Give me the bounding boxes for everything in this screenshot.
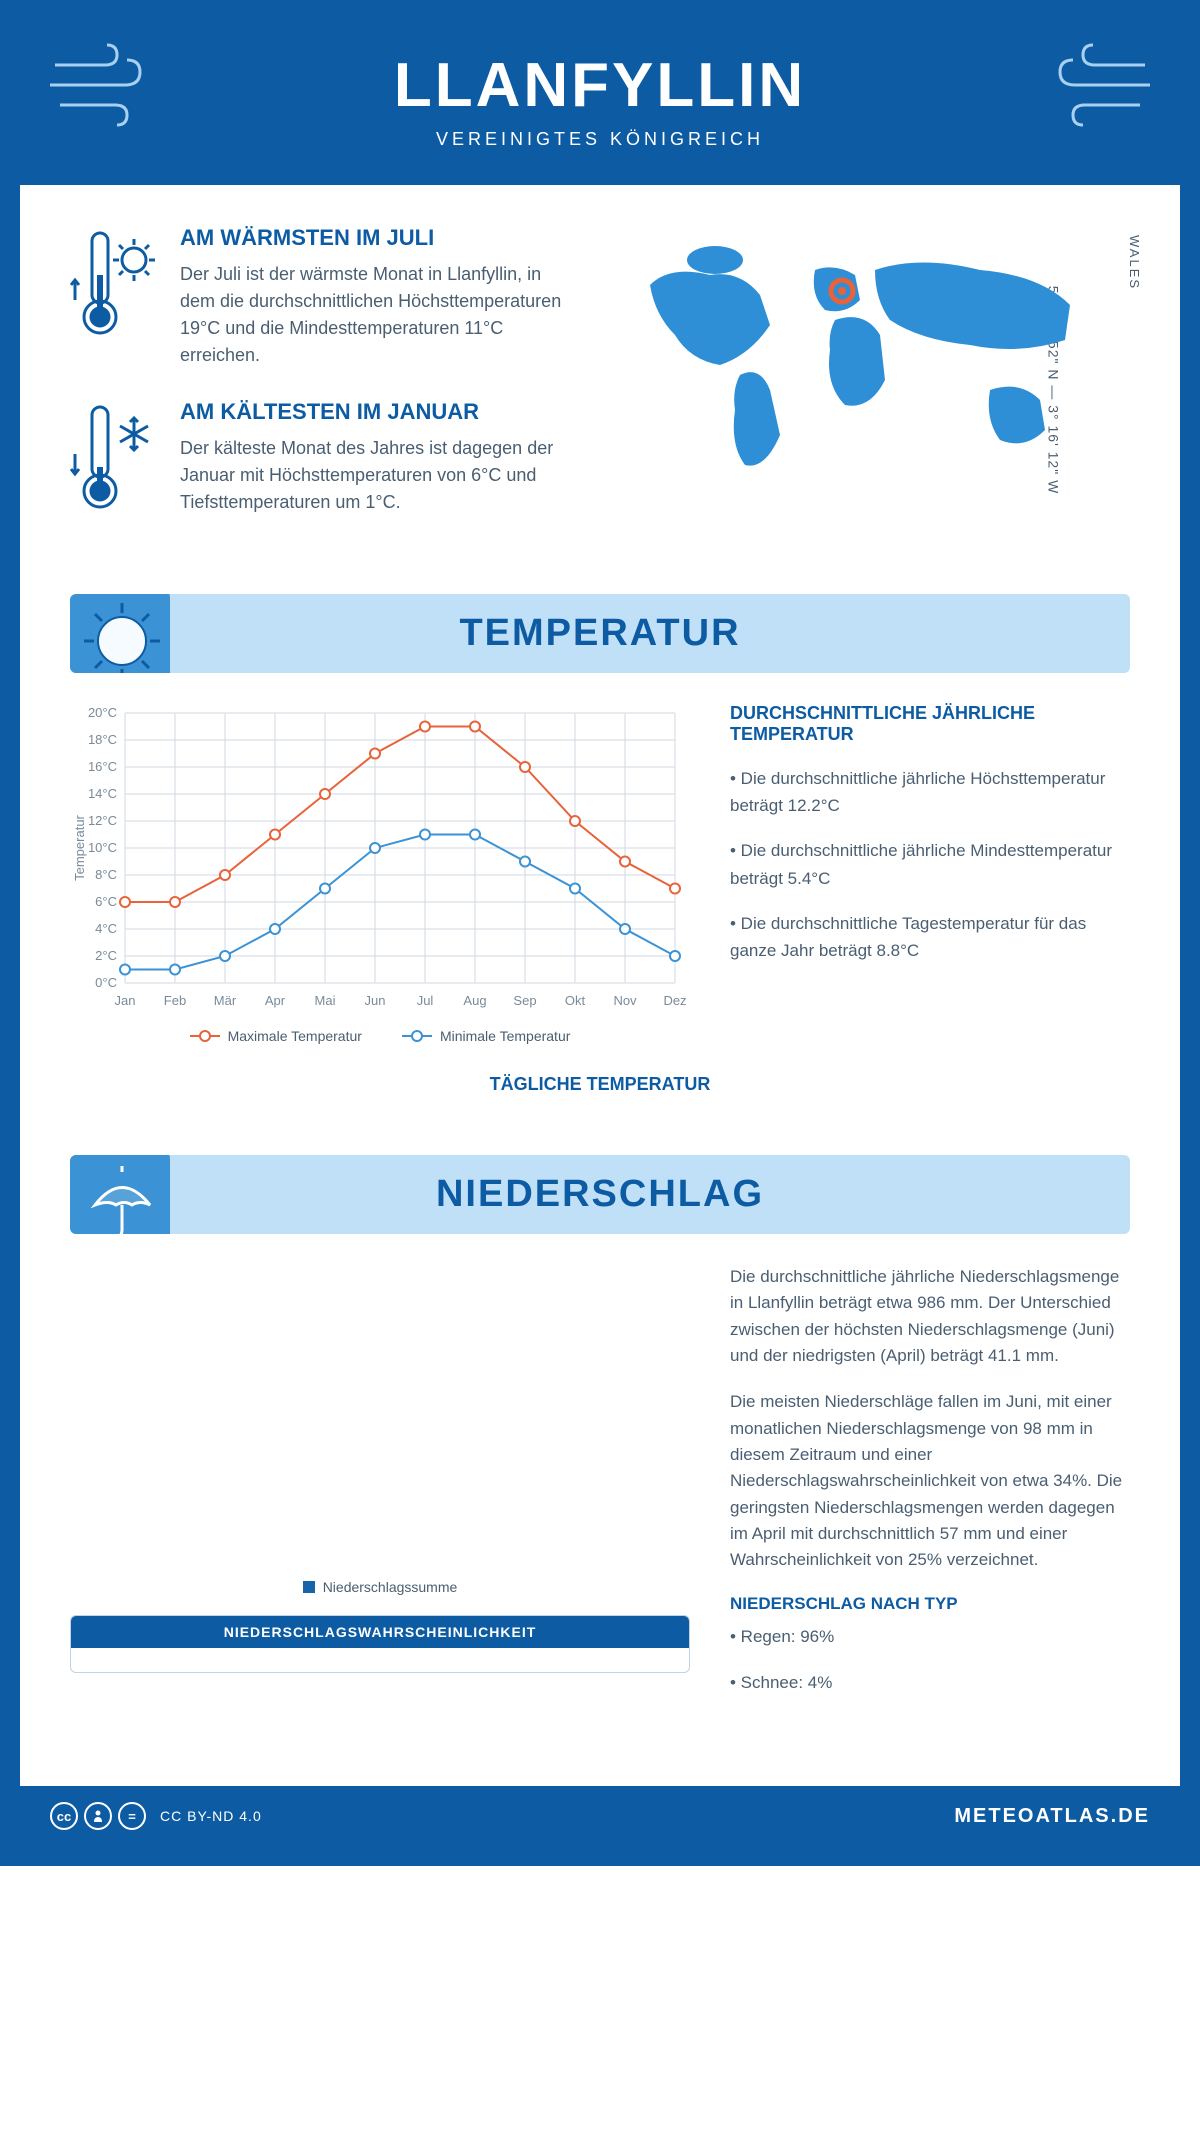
svg-text:10°C: 10°C xyxy=(88,840,117,855)
page-title: LLANFYLLIN xyxy=(40,50,1160,121)
temperature-section: 0°C 2°C 4°C 6°C 8°C 10°C 12°C 14°C 16°C 18°C 20°C J… xyxy=(70,703,1130,1044)
page-subtitle: VEREINIGTES KÖNIGREICH xyxy=(40,129,1160,150)
cc-icons: cc = xyxy=(50,1802,146,1830)
svg-text:16°C: 16°C xyxy=(88,759,117,774)
thermometer-cold-icon xyxy=(70,399,160,524)
svg-text:Mär: Mär xyxy=(214,993,237,1008)
wind-icon-left xyxy=(45,40,165,135)
svg-text:8°C: 8°C xyxy=(95,867,117,882)
temperature-heading: TEMPERATUR xyxy=(90,612,1110,655)
cc-icon: cc xyxy=(50,1802,78,1830)
precip-type-heading: NIEDERSCHLAG NACH TYP xyxy=(730,1594,1130,1614)
footer: cc = CC BY-ND 4.0 METEOATLAS.DE xyxy=(20,1786,1180,1846)
svg-text:Feb: Feb xyxy=(164,993,186,1008)
header: LLANFYLLIN VEREINIGTES KÖNIGREICH xyxy=(20,20,1180,185)
precip-legend-label: Niederschlagssumme xyxy=(323,1579,458,1595)
daily-temperature: TÄGLICHE TEMPERATUR xyxy=(70,1074,1130,1115)
svg-text:Okt: Okt xyxy=(565,993,586,1008)
svg-text:Aug: Aug xyxy=(463,993,486,1008)
precip-rain: • Regen: 96% xyxy=(730,1624,1130,1650)
coldest-fact: AM KÄLTESTEN IM JANUAR Der kälteste Mona… xyxy=(70,399,580,524)
svg-text:Nov: Nov xyxy=(613,993,637,1008)
precip-p2: Die meisten Niederschläge fallen im Juni… xyxy=(730,1389,1130,1573)
precipitation-left: Niederschlagssumme NIEDERSCHLAGSWAHRSCHE… xyxy=(70,1264,690,1716)
svg-text:Jun: Jun xyxy=(365,993,386,1008)
coldest-title: AM KÄLTESTEN IM JANUAR xyxy=(180,399,580,425)
precipitation-probability: NIEDERSCHLAGSWAHRSCHEINLICHKEIT xyxy=(70,1615,690,1673)
svg-text:18°C: 18°C xyxy=(88,732,117,747)
precip-legend: Niederschlagssumme xyxy=(70,1579,690,1595)
precipitation-text: Die durchschnittliche jährliche Niedersc… xyxy=(730,1264,1130,1716)
nd-icon: = xyxy=(118,1802,146,1830)
warmest-text: Der Juli ist der wärmste Monat in Llanfy… xyxy=(180,261,580,369)
coldest-text: Der kälteste Monat des Jahres ist dagege… xyxy=(180,435,580,516)
page-frame: LLANFYLLIN VEREINIGTES KÖNIGREICH xyxy=(0,0,1200,1866)
legend-max: Maximale Temperatur xyxy=(228,1028,362,1044)
svg-text:Mai: Mai xyxy=(315,993,336,1008)
content: AM WÄRMSTEN IM JULI Der Juli ist der wär… xyxy=(20,185,1180,1786)
umbrella-icon xyxy=(80,1160,165,1234)
daily-temp-heading: TÄGLICHE TEMPERATUR xyxy=(70,1074,1130,1095)
prob-heading: NIEDERSCHLAGSWAHRSCHEINLICHKEIT xyxy=(71,1616,689,1648)
temp-bullet-1: • Die durchschnittliche jährliche Höchst… xyxy=(730,765,1130,819)
thermometer-hot-icon xyxy=(70,225,160,369)
svg-text:Temperatur: Temperatur xyxy=(72,814,87,880)
temp-legend: Maximale Temperatur Minimale Temperatur xyxy=(70,1028,690,1044)
temp-info-heading: DURCHSCHNITTLICHE JÄHRLICHE TEMPERATUR xyxy=(730,703,1130,745)
temp-bullet-2: • Die durchschnittliche jährliche Mindes… xyxy=(730,837,1130,891)
svg-text:14°C: 14°C xyxy=(88,786,117,801)
svg-text:20°C: 20°C xyxy=(88,705,117,720)
svg-text:6°C: 6°C xyxy=(95,894,117,909)
svg-text:Sep: Sep xyxy=(513,993,536,1008)
svg-text:Apr: Apr xyxy=(265,993,286,1008)
map-column: WALES 52° 45' 52" N — 3° 16' 12" W xyxy=(620,225,1130,554)
temp-bullet-3: • Die durchschnittliche Tagestemperatur … xyxy=(730,910,1130,964)
legend-min: Minimale Temperatur xyxy=(440,1028,570,1044)
temperature-section-header: TEMPERATUR xyxy=(70,594,1130,673)
wind-icon-right xyxy=(1035,40,1155,135)
precipitation-chart xyxy=(70,1264,690,1564)
world-map xyxy=(620,225,1130,490)
site-name: METEOATLAS.DE xyxy=(954,1805,1150,1828)
warmest-title: AM WÄRMSTEN IM JULI xyxy=(180,225,580,251)
precipitation-heading: NIEDERSCHLAG xyxy=(90,1173,1110,1216)
precipitation-section: Niederschlagssumme NIEDERSCHLAGSWAHRSCHE… xyxy=(70,1264,1130,1716)
license-text: CC BY-ND 4.0 xyxy=(160,1808,262,1824)
by-icon xyxy=(84,1802,112,1830)
svg-text:4°C: 4°C xyxy=(95,921,117,936)
temperature-info: DURCHSCHNITTLICHE JÄHRLICHE TEMPERATUR •… xyxy=(730,703,1130,1044)
precip-p1: Die durchschnittliche jährliche Niedersc… xyxy=(730,1264,1130,1369)
top-section: AM WÄRMSTEN IM JULI Der Juli ist der wär… xyxy=(70,225,1130,554)
svg-text:Jul: Jul xyxy=(417,993,434,1008)
facts-column: AM WÄRMSTEN IM JULI Der Juli ist der wär… xyxy=(70,225,580,554)
svg-text:12°C: 12°C xyxy=(88,813,117,828)
sun-icon xyxy=(80,599,165,673)
svg-text:Jan: Jan xyxy=(115,993,136,1008)
warmest-fact: AM WÄRMSTEN IM JULI Der Juli ist der wär… xyxy=(70,225,580,369)
svg-text:0°C: 0°C xyxy=(95,975,117,990)
svg-text:2°C: 2°C xyxy=(95,948,117,963)
precip-snow: • Schnee: 4% xyxy=(730,1670,1130,1696)
temperature-chart: 0°C 2°C 4°C 6°C 8°C 10°C 12°C 14°C 16°C 18°C 20°C J… xyxy=(70,703,690,1044)
precipitation-section-header: NIEDERSCHLAG xyxy=(70,1155,1130,1234)
svg-text:Dez: Dez xyxy=(663,993,686,1008)
